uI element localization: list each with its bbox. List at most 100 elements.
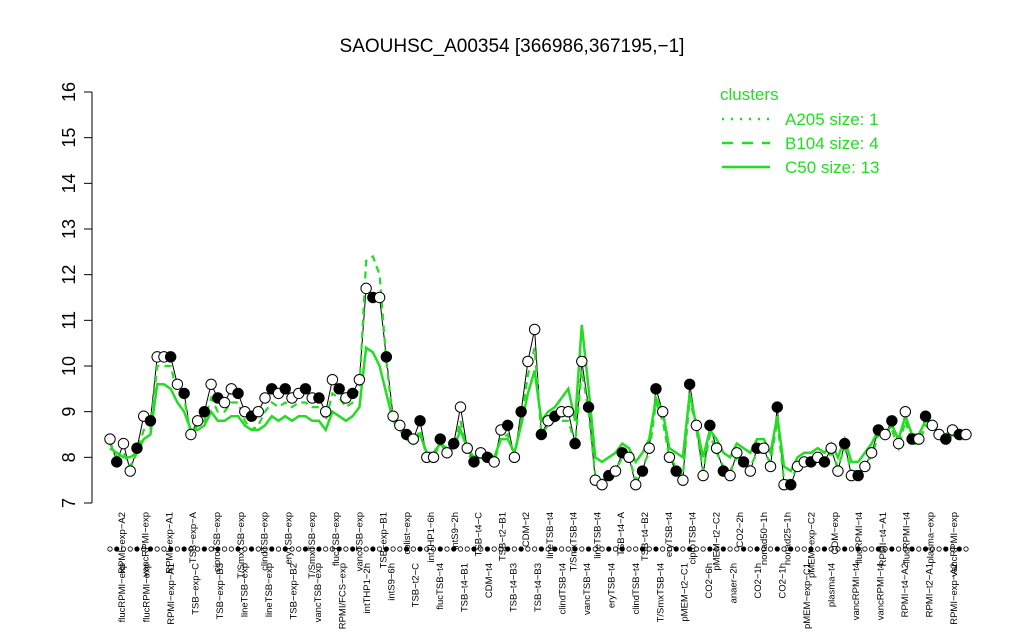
rug-marker bbox=[147, 546, 154, 552]
rug-marker bbox=[909, 546, 915, 552]
x-tick-label-bottom: clindTSB−t4 bbox=[631, 563, 642, 615]
rug-marker bbox=[424, 546, 430, 552]
x-tick-label-top: vancRPMI−exp bbox=[949, 512, 960, 577]
data-point bbox=[111, 456, 123, 468]
rug-marker bbox=[936, 546, 942, 552]
data-point bbox=[663, 451, 676, 464]
x-tick-label-bottom: pMEM−exp−C1 bbox=[802, 563, 813, 629]
data-point bbox=[596, 479, 608, 491]
y-tick-label: 11 bbox=[59, 311, 79, 330]
rug-marker bbox=[801, 546, 807, 552]
rug-marker bbox=[862, 546, 868, 552]
x-tick-label-bottom: plasma−t4 bbox=[827, 563, 838, 607]
data-point bbox=[131, 442, 143, 454]
x-tick-label-bottom: T/SmxTSB−t4 bbox=[655, 563, 666, 622]
rug-marker bbox=[916, 546, 922, 552]
rug-marker bbox=[727, 546, 733, 552]
x-tick-label-bottom: RPMI−t4−A2 bbox=[900, 563, 911, 617]
x-tick-label-top: eryTSB−exp bbox=[283, 512, 294, 565]
data-point bbox=[771, 401, 783, 413]
data-point bbox=[104, 433, 116, 445]
data-point bbox=[461, 442, 473, 454]
x-tick-label-bottom: vancRPMI−t4 bbox=[851, 563, 862, 620]
x-tick-label-top: pMEM−t2−C2 bbox=[711, 512, 722, 571]
data-point bbox=[892, 437, 905, 450]
rug-marker bbox=[599, 546, 605, 552]
data-point bbox=[899, 405, 912, 418]
x-tick-label-bottom: anaer−2h bbox=[729, 563, 740, 603]
rug-marker bbox=[464, 546, 470, 552]
y-tick-label: 14 bbox=[59, 173, 79, 193]
rug-marker bbox=[383, 546, 389, 552]
x-tick-label-bottom: CO2−6h bbox=[704, 563, 715, 599]
y-tick-label: 16 bbox=[59, 82, 79, 102]
rug-marker bbox=[949, 546, 956, 552]
data-point bbox=[576, 355, 588, 368]
x-tick-label-top: intTHP1−6h bbox=[426, 512, 437, 562]
x-tick-label-bottom: TSB−t4−B3 bbox=[509, 563, 520, 612]
x-tick-label-bottom: CO2−1h bbox=[778, 563, 789, 599]
rug-marker bbox=[882, 546, 888, 552]
rug-marker bbox=[835, 546, 841, 552]
rug-marker bbox=[808, 546, 814, 552]
x-tick-label-top: vancTSB−exp bbox=[355, 512, 366, 571]
data-point bbox=[737, 456, 750, 468]
rug-marker bbox=[430, 546, 437, 552]
legend-label: A205 size: 1 bbox=[785, 110, 879, 129]
rug-marker bbox=[956, 546, 962, 552]
series-layer bbox=[109, 254, 966, 487]
data-point bbox=[441, 447, 453, 459]
rug-marker bbox=[397, 546, 403, 552]
x-tick-label-top: intS9−2h bbox=[450, 512, 461, 550]
data-point bbox=[859, 460, 871, 473]
x-tick-label-top: lineTSB−t4 bbox=[592, 512, 603, 559]
rug-marker bbox=[828, 546, 834, 552]
data-point bbox=[380, 351, 393, 363]
series-line-1 bbox=[109, 254, 966, 484]
data-point bbox=[940, 433, 952, 445]
x-tick-label-top: T/SmxTSB−t4 bbox=[569, 512, 580, 571]
rug-marker bbox=[869, 546, 875, 552]
data-point bbox=[710, 442, 723, 454]
data-point bbox=[832, 465, 844, 477]
x-tick-label-bottom: TSB−t4−B1 bbox=[460, 563, 471, 612]
x-tick-label-top: vancRPMI−exp bbox=[141, 512, 152, 577]
rug-marker bbox=[714, 546, 720, 552]
data-point bbox=[630, 479, 642, 491]
rug-marker bbox=[377, 546, 383, 552]
chart-title: SAOUHSC_A00354 [366986,367195,−1] bbox=[340, 36, 685, 57]
rug-marker bbox=[120, 546, 127, 552]
rug-marker bbox=[592, 546, 598, 552]
rug-marker bbox=[410, 546, 416, 552]
x-tick-label-bottom: vancRPMI−t4 bbox=[875, 563, 886, 620]
rug-marker bbox=[336, 546, 342, 552]
data-point bbox=[346, 387, 359, 400]
rug-marker bbox=[619, 546, 625, 552]
rug-marker bbox=[451, 546, 457, 552]
points-layer bbox=[104, 282, 972, 491]
rug-marker bbox=[316, 546, 322, 552]
rug-marker bbox=[201, 546, 207, 552]
data-point bbox=[609, 465, 622, 477]
data-point bbox=[171, 378, 184, 390]
x-tick-label-bottom: RPMI−t2−A1 bbox=[924, 563, 935, 617]
x-tick-label-bottom: intS9−6h bbox=[386, 563, 397, 601]
x-tick-label-bottom: TSB−exp−C bbox=[191, 563, 202, 615]
rug-marker bbox=[794, 546, 801, 552]
data-point bbox=[448, 437, 460, 450]
rug-marker bbox=[457, 546, 464, 552]
rug-marker bbox=[606, 546, 612, 552]
data-point bbox=[852, 469, 864, 482]
rug-marker bbox=[687, 546, 693, 552]
rug-marker bbox=[484, 546, 491, 552]
x-labels-top: RPMI−exp−A2 vancRPMI−exp RPMI−exp−A1 TSB−ex… bbox=[117, 511, 960, 578]
data-point bbox=[818, 456, 831, 468]
rug-marker bbox=[491, 546, 497, 552]
data-point bbox=[124, 465, 136, 477]
x-tick-label-bottom: eryTSB−t4 bbox=[606, 563, 617, 608]
x-tick-label-bottom: CO2−1h bbox=[753, 563, 764, 599]
rug-marker bbox=[895, 546, 902, 552]
rug-marker bbox=[720, 546, 726, 552]
x-tick-label-top: CDM−exp bbox=[830, 512, 841, 555]
rug-marker bbox=[154, 546, 160, 552]
